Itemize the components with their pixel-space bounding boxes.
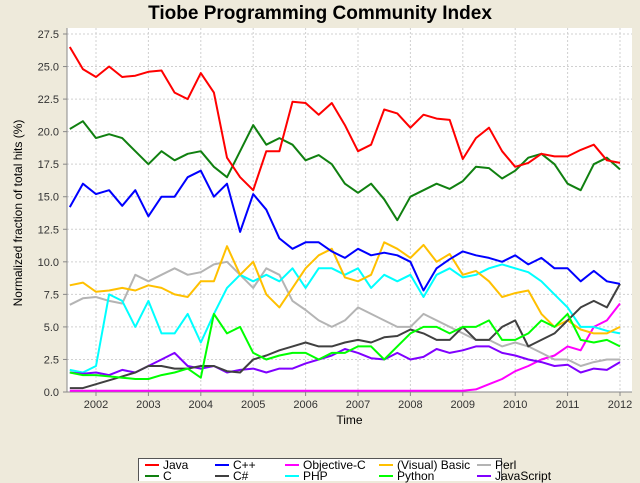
legend-item: Objective-C — [285, 457, 366, 472]
legend-label: (Visual) Basic — [397, 457, 471, 472]
series-line-php — [69, 263, 621, 374]
legend-item: PHP — [285, 468, 328, 483]
x-tick-label: 2011 — [556, 399, 580, 411]
legend-item: Java — [145, 457, 189, 472]
legend-item: Perl — [477, 457, 517, 472]
y-tick-label: 17.5 — [38, 159, 59, 171]
legend-swatch — [477, 474, 491, 477]
legend-swatch — [477, 463, 491, 466]
legend-item: JavaScript — [477, 468, 552, 483]
legend-label: Python — [397, 468, 435, 483]
legend-label: JavaScript — [495, 468, 552, 483]
y-tick-label: 27.5 — [38, 29, 59, 41]
x-tick-label: 2010 — [503, 399, 527, 411]
x-tick-label: 2004 — [189, 399, 213, 411]
series-line-c — [69, 120, 621, 222]
legend-label: C# — [233, 468, 249, 483]
x-tick-label: 2008 — [398, 399, 422, 411]
x-tick-label: 2007 — [346, 399, 370, 411]
x-tick-label: 2009 — [451, 399, 475, 411]
y-tick-label: 12.5 — [38, 224, 59, 236]
x-tick-label: 2012 — [608, 399, 632, 411]
y-tick-label: 5.0 — [44, 322, 59, 334]
x-tick-label: 2003 — [136, 399, 160, 411]
legend-swatch — [215, 474, 229, 477]
y-tick-label: 15.0 — [38, 192, 59, 204]
y-axis-label: Normalized fraction of total hits (%) — [11, 120, 25, 307]
legend-label: C++ — [233, 457, 256, 472]
series-line-objective-c — [69, 302, 621, 392]
legend-item: C++ — [215, 457, 256, 472]
y-tick-label: 10.0 — [38, 257, 59, 269]
series-line-python — [69, 312, 621, 380]
series-line-cpp — [68, 169, 621, 292]
legend-item: C — [145, 468, 172, 483]
chart-title: Tiobe Programming Community Index — [148, 3, 492, 24]
legend-label: Objective-C — [303, 457, 366, 472]
y-tick-label: 20.0 — [38, 127, 59, 139]
series-line--visual-basic — [69, 241, 621, 335]
y-tick-label: 2.5 — [44, 354, 59, 366]
legend-label: PHP — [303, 468, 328, 483]
legend-swatch — [145, 463, 159, 466]
legend-item: C# — [215, 468, 249, 483]
legend-swatch — [379, 463, 393, 466]
y-tick-label: 0.0 — [44, 387, 59, 399]
legend-item: (Visual) Basic — [379, 457, 471, 472]
y-tick-label: 7.5 — [44, 289, 59, 301]
legend-item: Python — [379, 468, 435, 483]
x-axis-label: Time — [336, 413, 363, 427]
legend: Java C++ Objective-C (Visual) Basic Perl C C# P… — [138, 457, 551, 483]
x-tick-label: 2006 — [293, 399, 317, 411]
series-line-javascript — [69, 345, 621, 377]
legend-label: Java — [163, 457, 189, 472]
series-line-java — [68, 46, 621, 192]
y-tick-label: 25.0 — [38, 62, 59, 74]
legend-swatch — [285, 463, 299, 466]
legend-swatch — [379, 474, 393, 477]
legend-label: Perl — [495, 457, 517, 472]
series-line-csharp — [69, 283, 621, 390]
legend-swatch — [145, 474, 159, 477]
legend-swatch — [215, 463, 229, 466]
legend-swatch — [285, 474, 299, 477]
legend-label: C — [163, 468, 172, 483]
x-tick-label: 2002 — [84, 399, 108, 411]
x-tick-label: 2005 — [241, 399, 265, 411]
y-tick-label: 22.5 — [38, 94, 59, 106]
